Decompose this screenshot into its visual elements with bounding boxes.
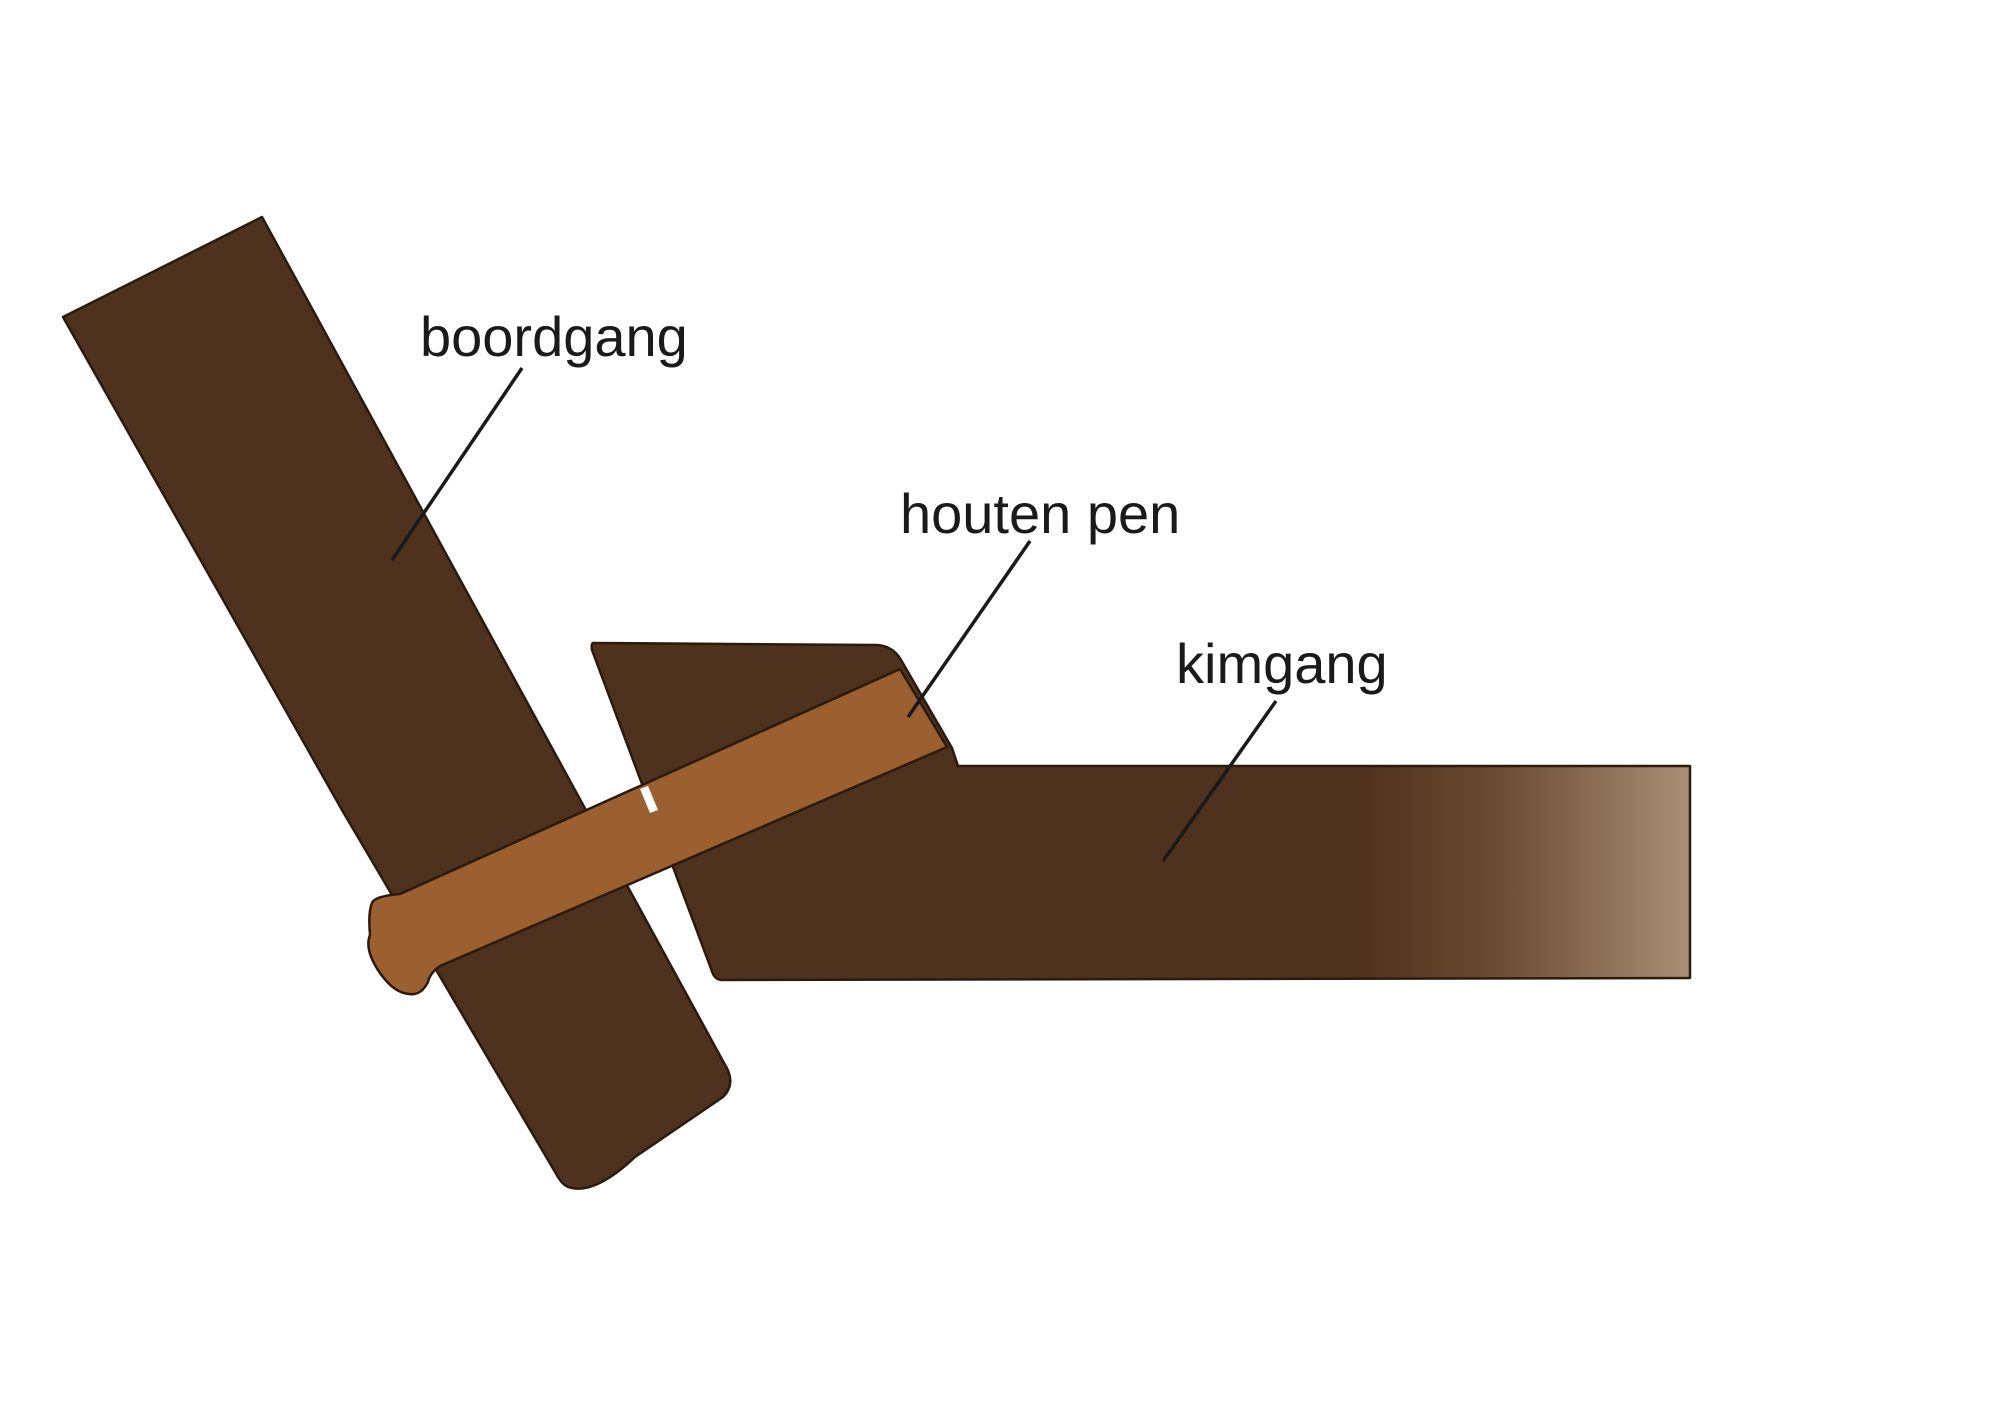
houten-pen-label: houten pen: [900, 482, 1180, 545]
houten-pen-peg: [367, 667, 949, 996]
kimgang-label: kimgang: [1176, 632, 1388, 695]
boordgang-leader-line: [390, 367, 524, 561]
boordgang-plank: [61, 215, 732, 1190]
gap-highlight: [640, 786, 658, 813]
houten-pen-leader-line: [906, 540, 1032, 718]
kimgang-leader-line: [1161, 699, 1278, 863]
boordgang-label: boordgang: [420, 305, 688, 368]
